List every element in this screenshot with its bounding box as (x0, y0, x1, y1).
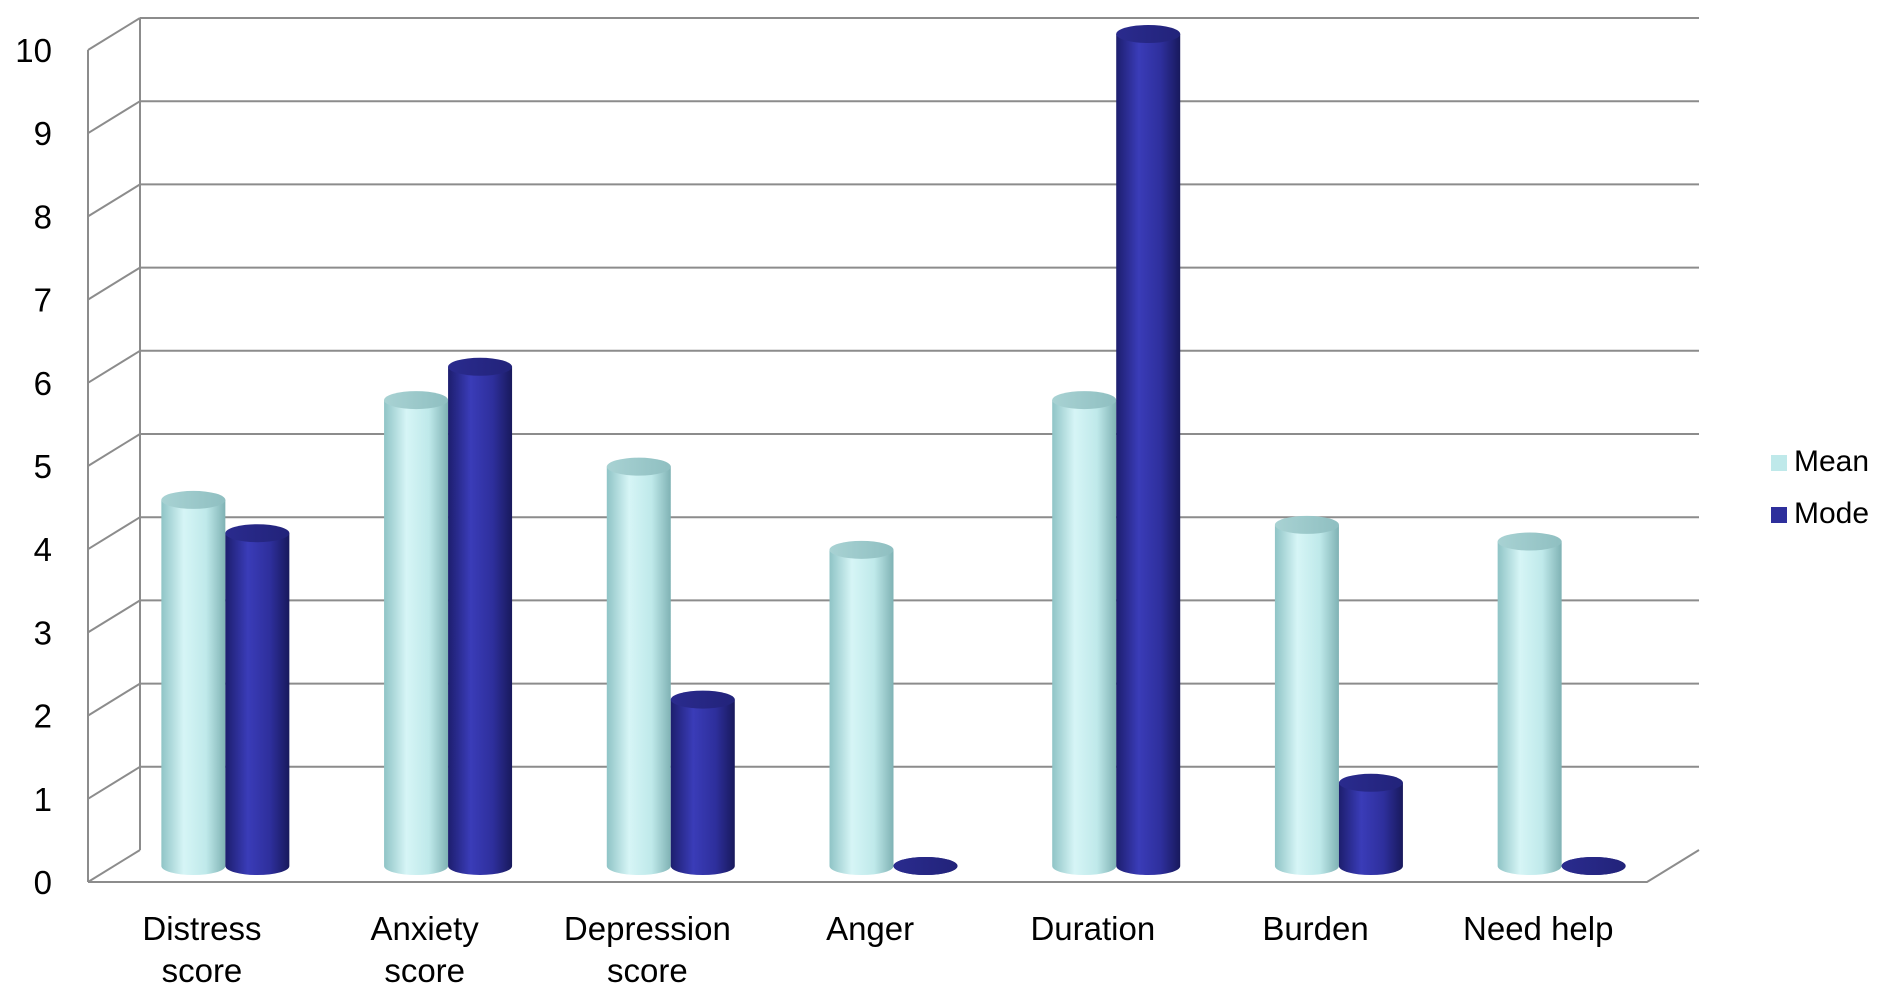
x-tick-label: Depression (564, 910, 731, 947)
gridline-depth (87, 682, 141, 717)
bars (161, 25, 1626, 875)
gridline-depth (87, 599, 141, 634)
gridline-depth (87, 765, 141, 800)
x-tick-label: Need help (1463, 910, 1613, 947)
bar-mean (829, 540, 894, 875)
axes (87, 18, 1700, 883)
legend-swatch-mean (1771, 455, 1787, 471)
bar-mode (225, 524, 290, 875)
y-tick-label: 10 (15, 32, 52, 69)
bar-top (1338, 773, 1403, 792)
x-tick-label: Burden (1262, 910, 1368, 947)
bar-mean (1052, 391, 1117, 875)
bar-body (1116, 34, 1181, 875)
y-tick-label: 1 (34, 781, 52, 818)
x-tick-label: Distress (142, 910, 261, 947)
x-tick-label: Duration (1030, 910, 1155, 947)
legend-label-mean: Mean (1794, 445, 1869, 478)
bar-top (893, 857, 958, 875)
y-tick-label: 7 (34, 282, 52, 319)
bar-top (1497, 532, 1562, 551)
bar-top (225, 524, 290, 543)
bar-mean (384, 391, 449, 875)
bar-top (384, 391, 449, 410)
bar-mode (670, 690, 735, 875)
bar-top (670, 690, 735, 709)
bar-top (1274, 515, 1339, 534)
y-tick-label: 2 (34, 698, 52, 735)
bar-mode (1116, 25, 1181, 875)
y-tick-label: 6 (34, 365, 52, 402)
gridline-depth (87, 266, 141, 301)
bar-mean (606, 457, 671, 875)
bar-top (1561, 857, 1626, 875)
bar-body (225, 533, 290, 875)
gridline-depth (87, 349, 141, 384)
y-tick-label: 5 (34, 448, 52, 485)
gridline-depth (87, 100, 141, 135)
bar-body (606, 466, 671, 875)
y-tick-label: 9 (34, 115, 52, 152)
bar-mean (1274, 515, 1339, 875)
gridline-depth (87, 849, 141, 883)
bar-mean (161, 490, 226, 875)
bar-body (670, 699, 735, 875)
bar-body (1497, 541, 1562, 875)
bar-mode (448, 357, 513, 875)
bar-body (161, 499, 226, 875)
y-tick-label: 4 (34, 531, 52, 568)
bar-top (606, 457, 671, 476)
x-tick-label: score (384, 952, 465, 984)
gridline-depth (87, 183, 141, 218)
y-tick-label: 8 (34, 198, 52, 235)
bar-top (1052, 391, 1117, 410)
y-tick-label: 3 (34, 614, 52, 651)
bar-body (1052, 400, 1117, 875)
y-tick-label: 0 (34, 864, 52, 901)
legend: Mean Mode (1771, 445, 1869, 530)
x-tick-label: Anxiety (371, 910, 480, 947)
legend-swatch-mode (1771, 507, 1787, 523)
gridline-depth (87, 433, 141, 467)
bar-top (448, 357, 513, 376)
axis-labels: 0 1 2 3 4 5 6 7 8 9 10 Distress score Anxiety score Dep… (15, 32, 1613, 984)
gridline-depth (87, 17, 141, 51)
bar-top (161, 490, 226, 509)
bar-body (1274, 524, 1339, 875)
bar-mean (1497, 532, 1562, 875)
bar-top (829, 540, 894, 559)
bar-mode (1338, 773, 1403, 875)
legend-label-mode: Mode (1794, 497, 1869, 530)
x-tick-label: score (162, 952, 243, 984)
gridline-depth (87, 516, 141, 551)
bar-mode (893, 857, 958, 875)
x-tick-label: score (607, 952, 688, 984)
bar-top (1116, 25, 1181, 43)
bar-body (829, 549, 894, 875)
bar-mode (1561, 857, 1626, 875)
bar-body (1338, 782, 1403, 875)
bar-body (448, 366, 513, 875)
bar-body (384, 400, 449, 875)
x-tick-label: Anger (826, 910, 914, 947)
